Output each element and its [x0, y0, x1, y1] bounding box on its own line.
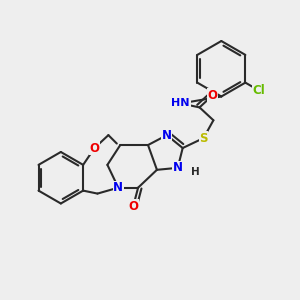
Text: S: S — [199, 132, 208, 145]
Text: HN: HN — [172, 98, 190, 108]
Text: O: O — [207, 89, 218, 102]
Text: N: N — [162, 129, 172, 142]
Text: O: O — [128, 200, 138, 213]
Text: N: N — [173, 161, 183, 174]
Text: Cl: Cl — [253, 84, 266, 97]
Text: H: H — [191, 167, 200, 177]
Text: O: O — [89, 142, 100, 154]
Text: N: N — [113, 181, 123, 194]
